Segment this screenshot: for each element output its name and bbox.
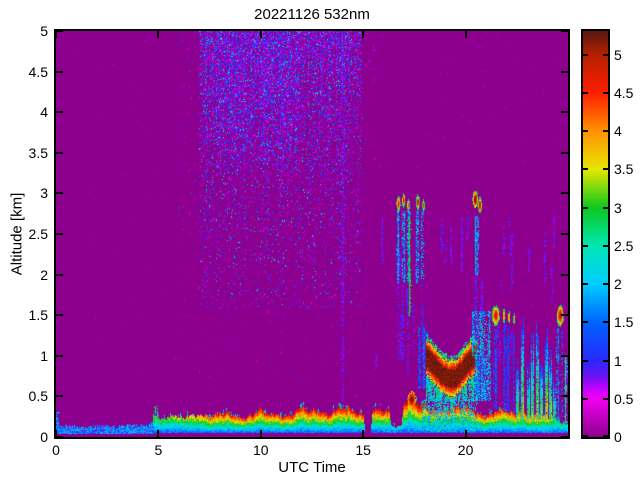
y-tick-mark: [56, 192, 63, 195]
colorbar-tick-mark: [583, 321, 588, 324]
colorbar-tick-mark: [583, 91, 588, 94]
y-tick-mark: [56, 395, 63, 398]
y-tick-mark-right: [561, 151, 568, 154]
x-tick-mark-top: [157, 31, 160, 38]
y-tick-mark: [56, 70, 63, 73]
colorbar-tick-mark: [583, 206, 588, 209]
y-tick-mark-right: [561, 354, 568, 357]
y-tick-label: 4: [40, 104, 48, 121]
y-tick-mark: [56, 233, 63, 235]
y-tick-mark: [56, 111, 63, 114]
y-tick-mark-right: [561, 436, 568, 438]
colorbar-tick-mark: [583, 359, 588, 362]
y-tick-mark-right: [561, 395, 568, 398]
y-tick-mark-right: [561, 192, 568, 195]
colorbar-tick-label: 2.5: [614, 237, 634, 254]
y-tick-mark-right: [561, 70, 568, 73]
y-tick-mark: [56, 151, 63, 154]
y-tick-label: 5: [40, 23, 48, 39]
y-tick-mark: [56, 436, 63, 438]
y-tick-mark-right: [561, 233, 568, 235]
x-tick-label: 10: [253, 442, 269, 458]
y-tick-mark: [56, 354, 63, 357]
colorbar-tick-mark: [583, 244, 588, 247]
plot-area: [54, 29, 570, 439]
x-tick-mark-top: [362, 31, 365, 38]
colorbar-tick-label: 1: [614, 352, 622, 369]
colorbar-tick-label: 5: [614, 46, 622, 63]
colorbar-tick-mark: [583, 130, 588, 133]
colorbar-tick-mark-right: [603, 359, 608, 362]
colorbar-tick-mark-right: [603, 321, 608, 324]
y-tick-label: 1.5: [28, 307, 48, 324]
colorbar-tick-mark-right: [603, 283, 608, 286]
y-tick-label: 0: [40, 429, 48, 445]
x-tick-mark: [157, 430, 160, 437]
colorbar-tick-mark: [583, 283, 588, 286]
y-tick-mark: [56, 273, 63, 276]
x-tick-mark: [55, 430, 57, 437]
x-tick-mark-top: [464, 31, 467, 38]
y-tick-mark: [56, 30, 63, 32]
y-tick-label: 0.5: [28, 388, 48, 405]
y-tick-label: 2.5: [28, 226, 48, 242]
y-tick-mark-right: [561, 111, 568, 114]
y-tick-mark-right: [561, 30, 568, 32]
colorbar-tick-mark-right: [603, 244, 608, 247]
colorbar-gradient: [583, 31, 608, 437]
colorbar-tick-label: 2: [614, 276, 622, 293]
y-tick-label: 1: [40, 347, 48, 364]
x-axis-label: UTC Time: [278, 459, 346, 476]
colorbar-tick-mark-right: [603, 53, 608, 56]
colorbar-tick-mark-right: [603, 168, 608, 171]
x-tick-mark: [464, 430, 467, 437]
chart-title: 20221126 532nm: [254, 6, 370, 23]
colorbar-tick-mark: [583, 53, 588, 56]
colorbar-tick-mark-right: [603, 435, 608, 437]
x-tick-label: 5: [154, 442, 163, 458]
colorbar-tick-label: 0.5: [614, 390, 634, 407]
x-tick-label: 0: [52, 442, 60, 458]
y-tick-mark-right: [561, 273, 568, 276]
colorbar-tick-mark: [583, 397, 588, 400]
colorbar-tick-mark: [583, 168, 588, 171]
colorbar-tick-mark-right: [603, 130, 608, 133]
colorbar: [581, 29, 610, 439]
colorbar-tick-mark-right: [603, 397, 608, 400]
colorbar-tick-label: 4: [614, 123, 622, 140]
colorbar-tick-label: 3: [614, 199, 622, 216]
heatmap-canvas: [56, 31, 568, 437]
y-tick-mark: [56, 314, 63, 317]
x-tick-mark-top: [259, 31, 262, 38]
y-tick-label: 2: [40, 266, 48, 283]
y-tick-label: 3: [40, 185, 48, 202]
colorbar-tick-mark-right: [603, 206, 608, 209]
x-tick-label: 20: [457, 442, 474, 458]
x-tick-label: 15: [355, 442, 371, 458]
y-tick-label: 4.5: [28, 63, 48, 80]
x-tick-mark: [362, 430, 365, 437]
colorbar-tick-mark-right: [603, 91, 608, 94]
x-tick-mark-top: [55, 31, 57, 38]
colorbar-tick-mark: [583, 435, 588, 437]
y-tick-mark-right: [561, 314, 568, 317]
colorbar-tick-label: 1.5: [614, 314, 634, 331]
x-tick-mark: [259, 430, 262, 437]
colorbar-tick-label: 4.5: [614, 84, 634, 101]
colorbar-tick-label: 0: [614, 429, 622, 445]
colorbar-tick-label: 3.5: [614, 161, 634, 178]
y-tick-label: 3.5: [28, 144, 48, 161]
